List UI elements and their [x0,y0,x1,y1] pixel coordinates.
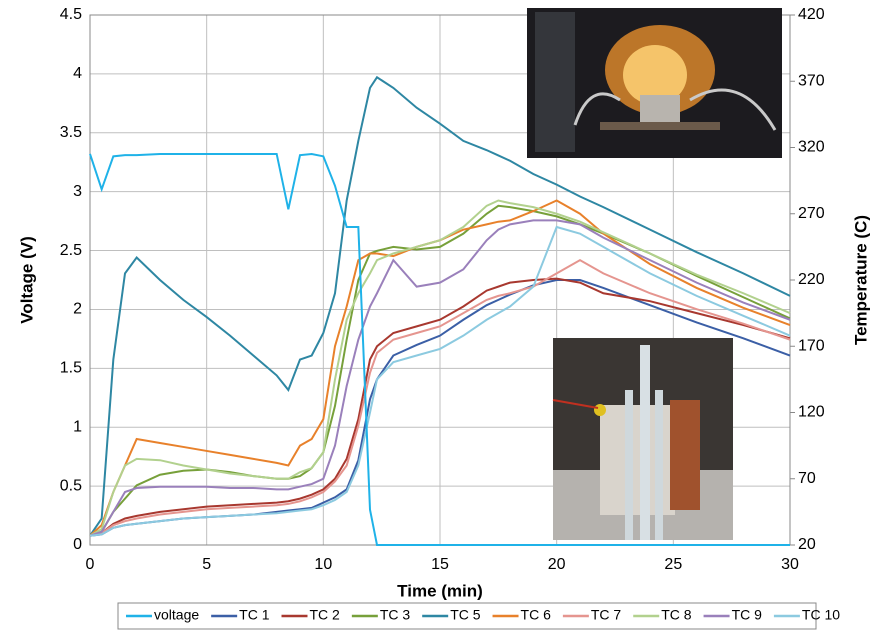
y2-tick-label: 220 [798,271,825,288]
series-line [89,204,791,537]
series-line [89,199,791,537]
photo-cell [552,338,733,540]
series-line [89,199,791,537]
y2-axis-title: Temperature (C) [851,215,870,345]
x-tick-label: 25 [664,556,682,573]
plot-area [89,14,795,546]
legend-label: TC 9 [732,607,763,623]
photo-fire [527,8,782,158]
y-tick-label: 0 [73,536,82,553]
x-tick-label: 10 [314,556,332,573]
x-tick-label: 5 [202,556,211,573]
y2-tick-label: 320 [798,139,825,156]
y2-tick-label: 120 [798,404,825,421]
x-tick-label: 15 [431,556,449,573]
y2-tick-label: 370 [798,72,825,89]
y2-tick-label: 20 [798,536,816,553]
y2-tick-label: 170 [798,337,825,354]
legend-label: voltage [154,607,199,623]
x-axis-title: Time (min) [397,581,483,600]
legend-label: TC 7 [591,607,622,623]
legend-label: TC 1 [239,607,270,623]
series-line [89,277,791,537]
x-tick-label: 30 [781,556,799,573]
legend-label: TC 3 [380,607,411,623]
y-tick-label: 0.5 [60,477,82,494]
y-tick-label: 3.5 [60,124,82,141]
y-tick-label: 1.5 [60,360,82,377]
series-line [89,152,790,546]
x-tick-label: 20 [548,556,566,573]
series-line [89,219,791,537]
series-line [89,75,791,537]
y-tick-label: 3 [73,183,82,200]
y-tick-label: 4 [73,65,82,82]
y2-tick-label: 420 [798,6,825,23]
legend-label: TC 6 [521,607,552,623]
legend-label: TC 5 [450,607,481,623]
x-tick-label: 0 [86,556,95,573]
y-axis-title: Voltage (V) [17,236,36,324]
series-line [89,258,791,537]
y2-tick-label: 70 [798,470,816,487]
legend-label: TC 2 [310,607,341,623]
y-tick-label: 2 [73,301,82,318]
legend: voltage TC 1 TC 2 TC 3 TC 5 TC 6 TC 7 TC 8 TC 9 T… [126,607,840,623]
series-line [89,225,791,537]
y-tick-label: 1 [73,418,82,435]
y-tick-label: 2.5 [60,242,82,259]
legend-label: TC 8 [661,607,692,623]
y2-tick-label: 270 [798,205,825,222]
legend-label: TC 10 [802,607,840,623]
y-tick-label: 4.5 [60,6,82,23]
